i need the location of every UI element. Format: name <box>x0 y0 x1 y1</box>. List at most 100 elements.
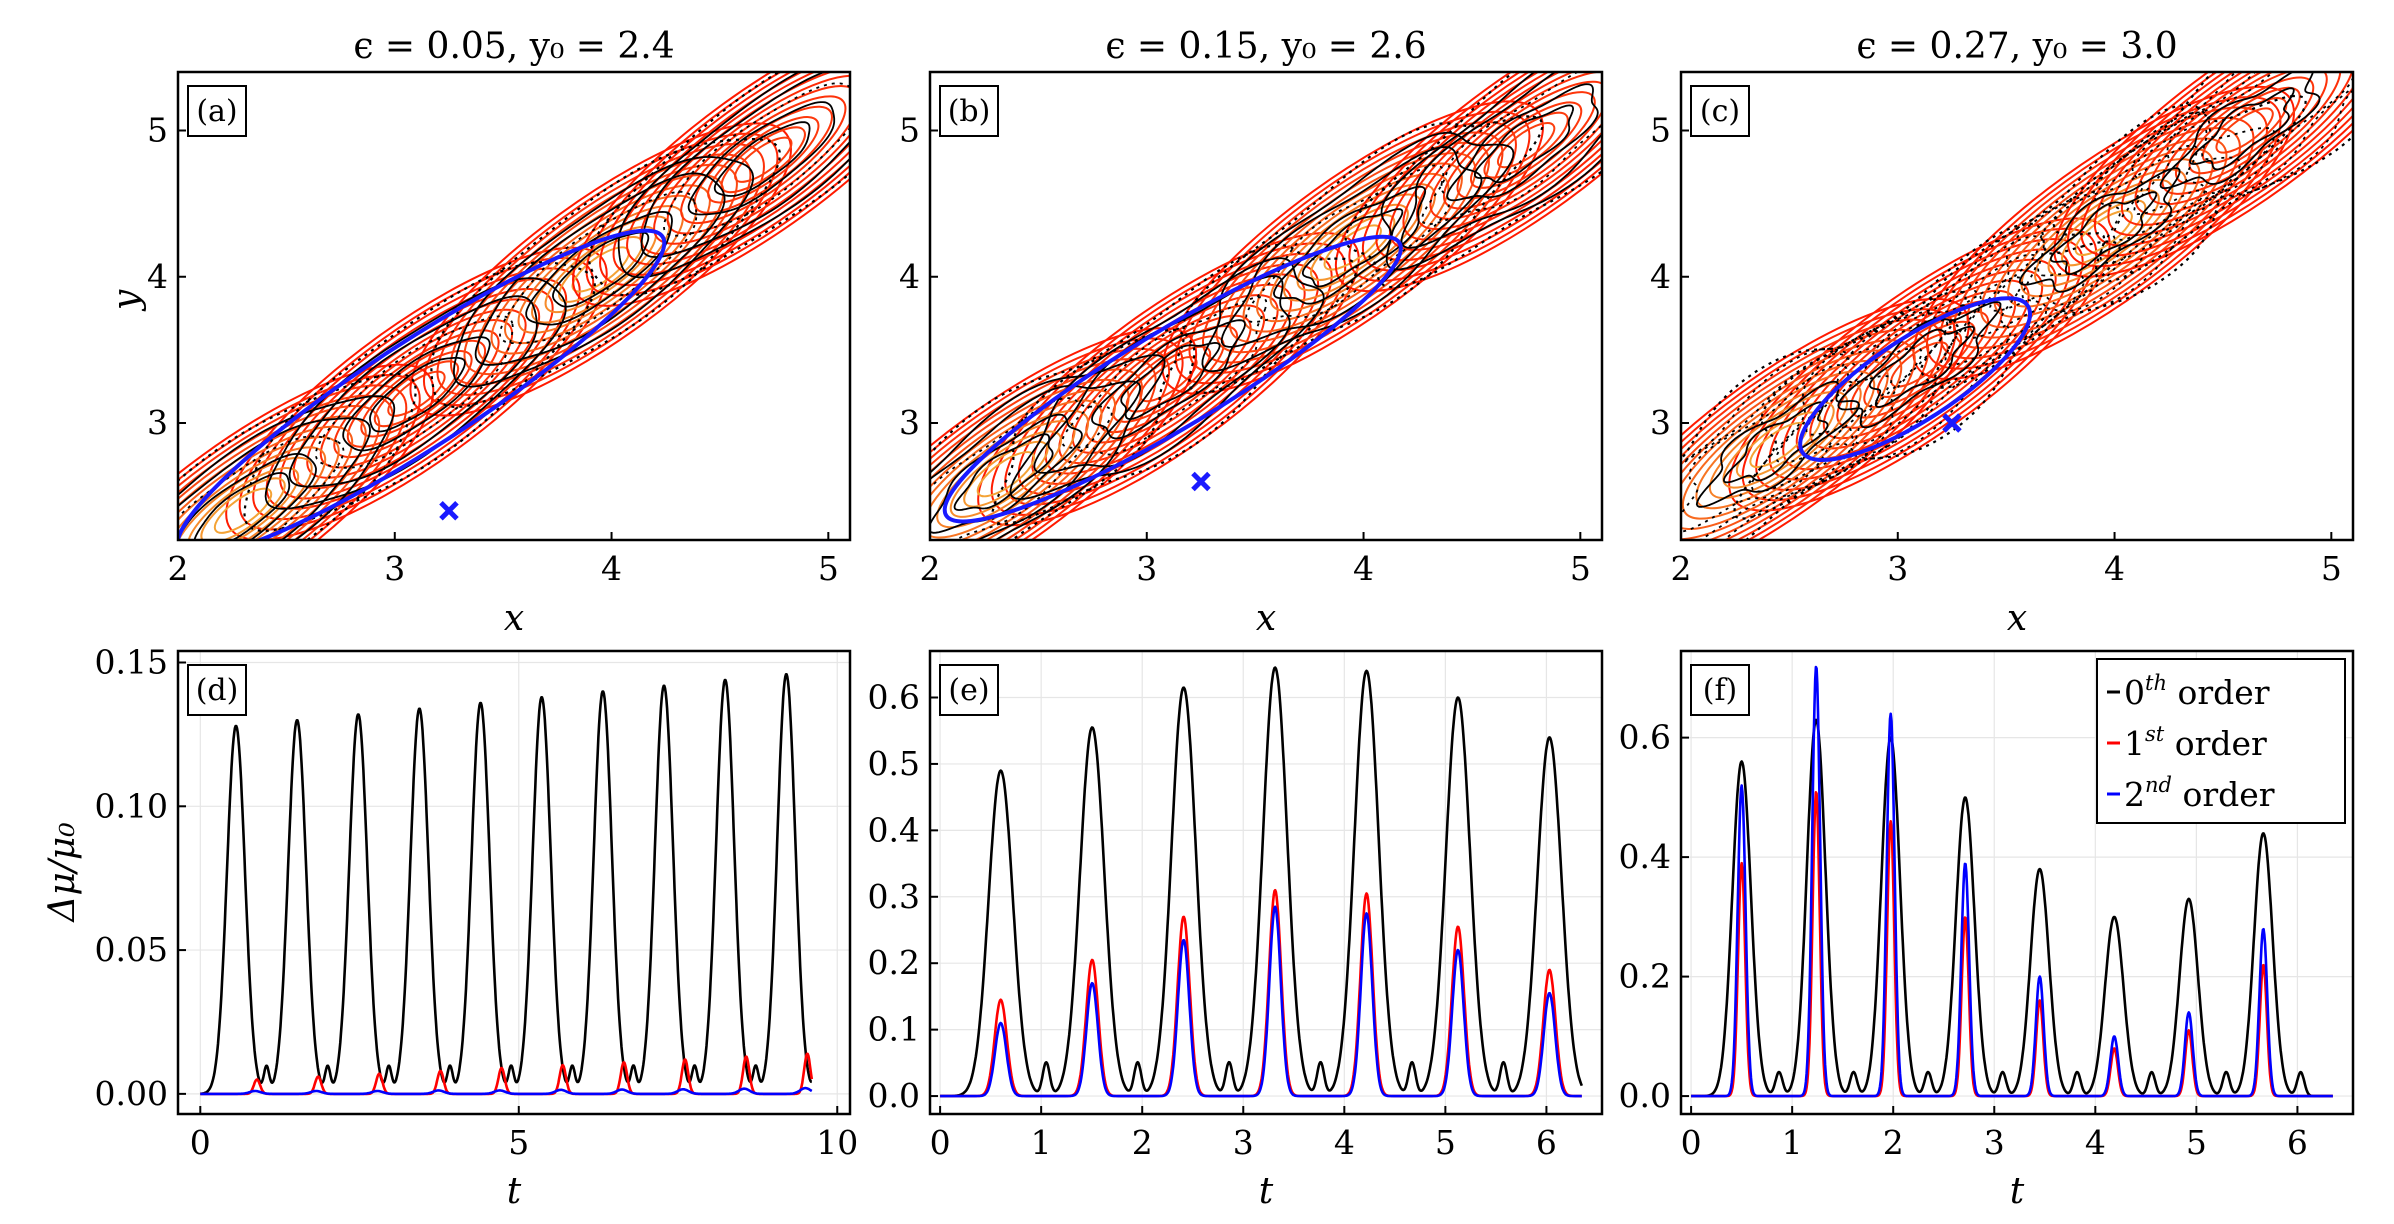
panel-b-islands <box>930 72 1602 540</box>
panel-e-ytick-label-2: 0.2 <box>868 943 920 982</box>
panel-a-island-curve-3-3 <box>178 435 345 540</box>
panel-f-frame <box>1679 649 2355 1116</box>
panel-c-contour-3-7 <box>1681 359 1889 530</box>
panel-c-contour-2-8 <box>2120 72 2353 226</box>
panel-b-label: (b) <box>948 94 991 129</box>
panel-a-contour-2-4 <box>693 105 833 214</box>
panel-b-contour-0-13 <box>977 232 1360 527</box>
panel-f-xticks: 0 1 2 3 4 5 6 <box>1681 1106 2308 1162</box>
panel-f-xtick-label-1: 1 <box>1782 1123 1803 1162</box>
panel-e-ytick-label-0: 0.0 <box>868 1076 920 1115</box>
panel-e-ytick-label-1: 0.1 <box>868 1010 920 1049</box>
panel-c-title: ϵ = 0.27, y₀ = 3.0 <box>1856 26 2177 67</box>
panel-a-yticks: 3 4 5 <box>147 111 186 442</box>
panel-b-xticks: 2 3 4 5 <box>920 532 1591 588</box>
panel-c-yticks: 3 4 5 <box>1650 111 1689 442</box>
panel-c-xtick-label-1: 3 <box>1887 549 1908 588</box>
panel-a-island-curve-3-1 <box>193 472 291 540</box>
panel-a-ylabel: y <box>106 289 147 312</box>
panel-c-contour-1-1 <box>2074 209 2133 256</box>
panel-c-island-curve-1-1 <box>2049 191 2158 276</box>
panel-a-ytick-label-0: 3 <box>147 403 168 442</box>
panel-c-xtick-label-0: 2 <box>1671 549 1692 588</box>
legend-entry-zero: 0th order <box>2124 671 2270 712</box>
panel-d-label: (d) <box>196 673 239 708</box>
panel-a-island-curve-0-3 <box>314 315 514 469</box>
panel-b-island-curve-1-4 <box>1220 146 1483 348</box>
panel-a-contour-3-10 <box>178 394 394 540</box>
panel-e-xlabel: t <box>1259 1171 1274 1212</box>
panel-c-contour-3-6 <box>1681 370 1876 520</box>
panel-b-xtick-label-1: 3 <box>1136 549 1157 588</box>
panel-c-island-curve-3-3 <box>1681 364 1893 533</box>
panel-c-contour-1-11 <box>1939 106 2268 360</box>
panel-b-contour-2-6 <box>1429 72 1602 220</box>
panel-c-ytick-label-2: 5 <box>1650 111 1671 150</box>
panel-c-contour-0-8 <box>1795 269 2044 460</box>
panel-e-ytick-label-5: 0.5 <box>868 744 920 783</box>
panel-f-ytick-label-2: 0.4 <box>1619 837 1671 876</box>
panel-b-contour-1-6 <box>1256 172 1450 323</box>
panel-a-contour-0-13 <box>225 246 608 540</box>
panel-a-island-curve-1-5 <box>452 156 755 388</box>
legend-zero-num: 0 <box>2124 673 2145 712</box>
panel-f-yticks: 0.0 0.2 0.4 0.6 <box>1619 718 1689 1115</box>
panel-a-xtick-label-2: 4 <box>601 549 622 588</box>
panel-e-label: (e) <box>948 673 989 708</box>
panel-a-contour-2-11 <box>599 72 850 287</box>
panel-a: ϵ = 0.05, y₀ = 2.4 (a) 2 3 4 5 3 4 5 x y <box>106 26 852 639</box>
panel-b-contour-2-1 <box>1496 122 1556 169</box>
panel-b-title: ϵ = 0.15, y₀ = 2.6 <box>1105 26 1426 67</box>
legend-first-sup: st <box>2145 722 2165 746</box>
panel-b-contour-3-3 <box>949 430 1063 518</box>
panel-a-contour-2-9 <box>626 72 850 266</box>
legend-zero-sup: th <box>2145 671 2167 695</box>
panel-a-island-curve-3-2 <box>178 452 317 540</box>
panel-b-xtick-label-0: 2 <box>920 549 941 588</box>
panel-d-series-1 <box>199 1052 814 1096</box>
panel-c-contour-1-9 <box>1966 127 2241 339</box>
panel-a-ytick-label-2: 5 <box>147 111 168 150</box>
panel-d-yticks: 0.00 0.05 0.10 0.15 <box>95 643 186 1113</box>
panel-f-series-1 <box>1690 790 2334 1098</box>
panel-c-contour-2-9 <box>2107 72 2353 237</box>
panel-b-contour-2-8 <box>1402 72 1602 241</box>
panel-a-xtick-label-3: 5 <box>818 549 839 588</box>
panel-a-label: (a) <box>196 94 237 129</box>
panel-e-xtick-label-6: 6 <box>1536 1123 1557 1162</box>
panel-b-contour-0-2 <box>1125 345 1212 413</box>
panel-a-contour-3-5 <box>178 446 327 540</box>
panel-a-island-curve-1-6 <box>430 137 782 409</box>
panel-a-contour-2-3 <box>707 116 820 204</box>
panel-c-island-curve-2-4 <box>2112 72 2353 241</box>
panel-a-frame <box>176 70 852 542</box>
panel-b-island-curve-1-1 <box>1301 208 1404 288</box>
panel-a-contour-2-1 <box>734 136 793 183</box>
panel-a-start-marker <box>439 500 459 521</box>
panel-a-contour-0-7 <box>306 308 527 479</box>
panel-f-ytick-label-0: 0.0 <box>1619 1076 1671 1115</box>
panel-b-island-curve-3-1 <box>953 433 1054 511</box>
panel-c-island-curve-2-1 <box>2189 87 2295 171</box>
panel-b-island-curve-2-3 <box>1421 72 1602 226</box>
panel-b-contour-3-9 <box>930 368 1144 540</box>
panel-c-contour-0-9 <box>1782 258 2057 471</box>
panel-d-ytick-label-3: 0.15 <box>95 643 168 682</box>
panel-b-frame <box>928 70 1604 542</box>
panel-c-contour-1-6 <box>2007 158 2201 308</box>
panel-b-island-curve-0-2 <box>1091 319 1246 440</box>
panel-a-contour-1-13 <box>409 122 792 417</box>
panel-a-contour-0-5 <box>333 329 500 459</box>
panel-a-contour-0-1 <box>387 370 446 417</box>
panel-c-contour-1-7 <box>1993 147 2214 318</box>
panel-b-contour-1-10 <box>1201 131 1504 364</box>
panel-a-xlabel: x <box>504 598 524 639</box>
panel-b-ytick-label-1: 4 <box>899 257 920 296</box>
panel-a-island-curve-1-4 <box>474 172 726 366</box>
panel-c: ϵ = 0.27, y₀ = 3.0 (c) 2 3 4 5 3 4 5 x <box>1650 26 2355 639</box>
panel-e-xticks: 0 1 2 3 4 5 6 <box>930 1106 1557 1162</box>
panel-a-contour-2-5 <box>680 95 847 225</box>
panel-f-xtick-label-3: 3 <box>1984 1123 2005 1162</box>
panel-b-ytick-label-0: 3 <box>899 403 920 442</box>
